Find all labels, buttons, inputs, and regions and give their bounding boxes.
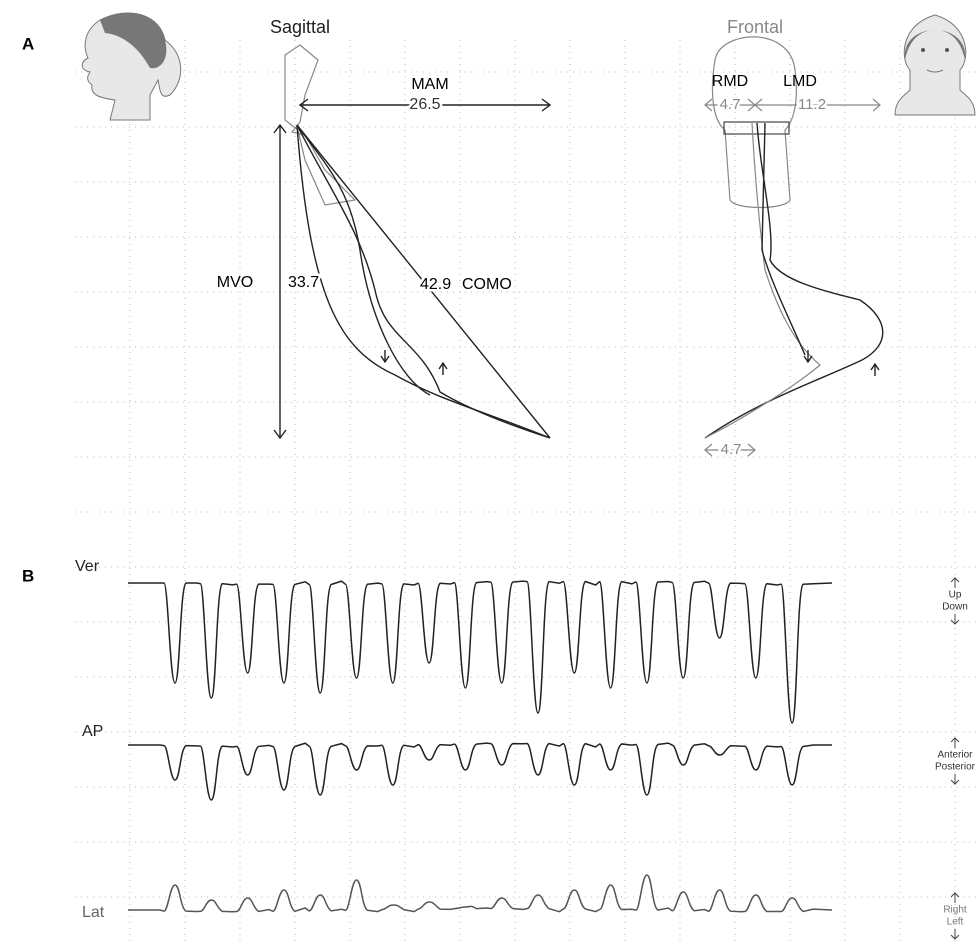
lmd-value: 11.2 <box>798 96 826 113</box>
trace-label: AP <box>82 723 103 740</box>
side-face-icon <box>82 13 180 120</box>
trace-label: Lat <box>82 904 105 921</box>
trace <box>128 875 832 912</box>
panel-label: A <box>22 34 34 53</box>
mvo-label: MVO <box>217 274 253 291</box>
trace <box>128 743 832 800</box>
lmd-label: LMD <box>783 73 817 90</box>
direction-down: Left <box>947 917 964 928</box>
mam-value: 26.5 <box>409 96 440 113</box>
direction-up: Anterior <box>937 750 973 761</box>
direction-down: Posterior <box>935 762 976 773</box>
bottom-value: 4.7 <box>721 441 742 458</box>
trace-label: Ver <box>75 558 100 575</box>
panel-label: B <box>22 566 34 585</box>
como-label: COMO <box>462 276 512 293</box>
como-value: 42.9 <box>420 276 451 293</box>
direction-down: Down <box>942 602 968 613</box>
direction-up: Up <box>949 590 962 601</box>
rmd-value: 4.7 <box>720 96 741 113</box>
sagittal-title: Sagittal <box>270 17 330 37</box>
rmd-label: RMD <box>712 73 748 90</box>
trace <box>128 581 832 723</box>
frontal-title: Frontal <box>727 17 783 37</box>
mvo-value: 33.7 <box>288 274 319 291</box>
front-face-icon <box>895 15 975 115</box>
direction-up: Right <box>943 905 967 916</box>
grid <box>75 40 979 944</box>
mam-label: MAM <box>411 76 448 93</box>
figure: A Sagittal Frontal MAM 26.5 MVO 33.7 42.… <box>0 0 979 944</box>
